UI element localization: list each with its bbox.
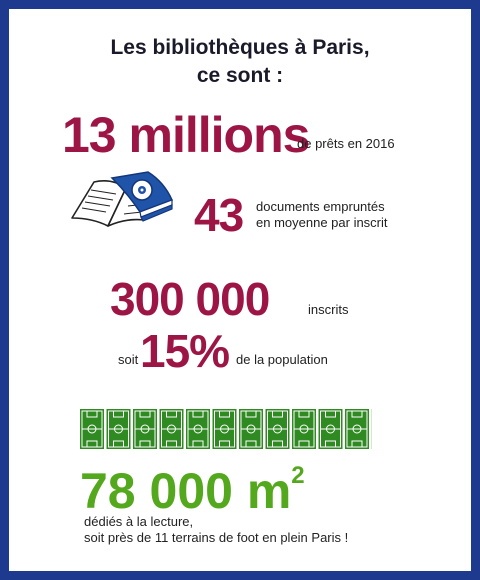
registered-value: 300 000 — [110, 273, 270, 325]
football-field — [292, 409, 316, 449]
title-line-2: ce sont : — [196, 64, 284, 87]
football-field — [186, 409, 210, 449]
area-caption-line-2: soit près de 11 terrains de foot en plei… — [84, 530, 349, 545]
loans-value: 13 millions — [62, 107, 310, 163]
football-field — [159, 409, 184, 449]
football-field — [106, 409, 131, 449]
football-field — [239, 409, 263, 449]
book-cd-icon — [71, 171, 174, 227]
share-prefix: soit — [118, 352, 139, 367]
documents-label: documents empruntés en moyenne par inscr… — [256, 199, 388, 231]
football-field — [212, 409, 237, 449]
area-value-number: 78 000 m — [80, 463, 292, 519]
title-line-1: Les bibliothèques à Paris, — [110, 36, 370, 59]
area-value: 78 000 m2 — [80, 463, 305, 519]
share-label: de la population — [236, 352, 328, 367]
loans-label: de prêts en 2016 — [297, 136, 395, 151]
registered-label: inscrits — [308, 302, 349, 317]
area-caption-line-1: dédiés à la lecture, — [84, 514, 194, 529]
documents-value: 43 — [194, 189, 244, 241]
football-field — [265, 409, 290, 449]
football-field — [345, 409, 369, 449]
football-fields-icon — [80, 409, 382, 449]
documents-label-line-2: en moyenne par inscrit — [256, 215, 388, 230]
football-field — [80, 409, 104, 449]
area-caption: dédiés à la lecture, soit près de 11 ter… — [84, 514, 348, 546]
area-unit-exponent: 2 — [291, 462, 305, 489]
football-field-partial — [371, 409, 382, 449]
infographic-title: Les bibliothèques à Paris, ce sont : — [0, 34, 480, 90]
football-field — [318, 409, 343, 449]
share-value: 15% — [140, 325, 230, 377]
documents-label-line-1: documents empruntés — [256, 199, 385, 214]
football-field — [133, 409, 157, 449]
football-fields-drawing — [80, 409, 382, 449]
